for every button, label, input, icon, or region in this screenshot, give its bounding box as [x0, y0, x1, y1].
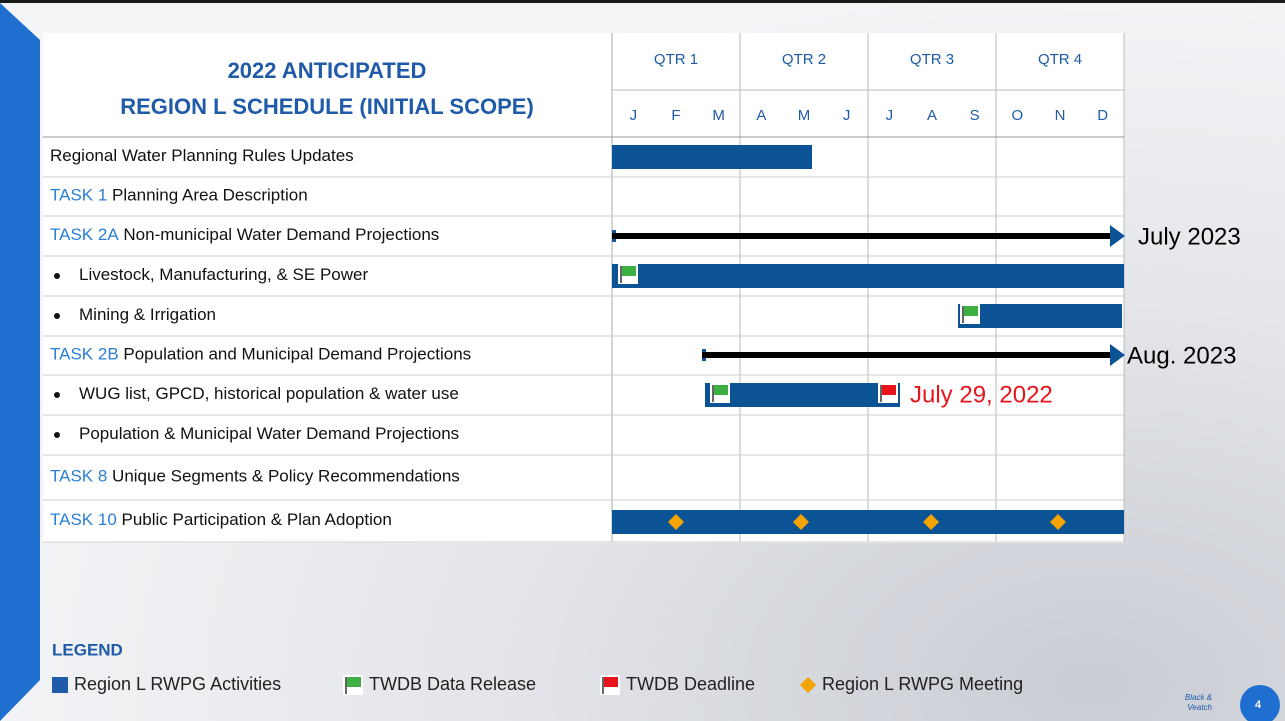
flag [882, 385, 896, 395]
flag [604, 677, 618, 687]
row-label: Regional Water Planning Rules Updates [50, 146, 354, 165]
activity-bar [705, 383, 900, 407]
annotation: July 2023 [1138, 223, 1241, 250]
task-label: Non-municipal Water Demand Projections [123, 225, 439, 244]
month: N [1055, 107, 1066, 124]
meeting-diamond [668, 514, 684, 530]
month: M [712, 107, 725, 124]
annotation: Aug. 2023 [1127, 342, 1236, 369]
quarter: QTR 2 [782, 51, 826, 68]
meeting-diamond [793, 514, 809, 530]
brand: Black & [1185, 693, 1212, 702]
task-label: Regional Water Planning Rules Updates [50, 146, 354, 165]
task-label: WUG list, GPCD, historical population & … [79, 384, 459, 403]
task-label: Public Participation & Plan Adoption [122, 510, 392, 529]
row-label: TASK 2A Non-municipal Water Demand Proje… [50, 225, 439, 244]
task-label: Population and Municipal Demand Projecti… [123, 345, 471, 364]
month: J [843, 107, 851, 124]
meeting-diamond [800, 677, 816, 693]
row-label: Mining & Irrigation [79, 305, 216, 324]
row-label: TASK 8 Unique Segments & Policy Recommen… [50, 467, 460, 486]
bullet [54, 432, 60, 438]
task-label: Livestock, Manufacturing, & SE Power [79, 265, 368, 284]
month: J [886, 107, 894, 124]
task-id: TASK 2A [50, 225, 123, 244]
month: D [1097, 107, 1108, 124]
row-label: TASK 1 Planning Area Description [50, 186, 308, 205]
activity-bar [612, 145, 812, 169]
page-number: 4 [1255, 699, 1262, 711]
page-badge [1240, 685, 1280, 721]
meeting-diamond [1050, 514, 1066, 530]
task-label: Planning Area Description [112, 186, 308, 205]
task-label: Mining & Irrigation [79, 305, 216, 324]
month: J [630, 107, 638, 124]
top-border [0, 0, 1285, 3]
month: S [970, 107, 980, 124]
arrowhead [1110, 344, 1125, 366]
flag [622, 266, 636, 276]
activity-bar [958, 304, 1122, 328]
grid [43, 33, 1125, 543]
activity-bar [612, 510, 1124, 534]
quarter: QTR 1 [654, 51, 698, 68]
task-label: Population & Municipal Water Demand Proj… [79, 424, 459, 443]
task-label: Unique Segments & Policy Recommendations [112, 467, 460, 486]
legend-item: TWDB Deadline [626, 674, 755, 694]
arrowhead [1110, 225, 1125, 247]
task-id: TASK 1 [50, 186, 112, 205]
flag [964, 306, 978, 316]
bullet [54, 392, 60, 398]
title: REGION L SCHEDULE (INITIAL SCOPE) [120, 94, 534, 119]
task-id: TASK 8 [50, 467, 112, 486]
quarter: QTR 4 [1038, 51, 1082, 68]
month: A [756, 107, 766, 124]
row-label: TASK 10 Public Participation & Plan Adop… [50, 510, 392, 529]
month: M [798, 107, 811, 124]
bullet [54, 313, 60, 319]
bullet [54, 273, 60, 279]
month: O [1012, 107, 1024, 124]
legend-item: TWDB Data Release [369, 674, 536, 694]
activity-bar [612, 264, 1124, 288]
flag [714, 385, 728, 395]
row-label: TASK 2B Population and Municipal Demand … [50, 345, 471, 364]
brand: Veatch [1187, 703, 1212, 712]
legend-item: Region L RWPG Activities [74, 674, 281, 694]
legend-swatch [52, 677, 68, 693]
quarter: QTR 3 [910, 51, 954, 68]
meeting-diamond [923, 514, 939, 530]
row-label: Livestock, Manufacturing, & SE Power [79, 265, 368, 284]
month: A [927, 107, 937, 124]
task-id: TASK 2B [50, 345, 123, 364]
flag [347, 677, 361, 687]
task-id: TASK 10 [50, 510, 122, 529]
content: 2022 ANTICIPATED REGION L SCHEDULE (INITI… [50, 51, 1280, 721]
month: F [671, 107, 680, 124]
row-label: WUG list, GPCD, historical population & … [79, 384, 459, 403]
legend-item: Region L RWPG Meeting [822, 674, 1023, 694]
row-label: Population & Municipal Water Demand Proj… [79, 424, 459, 443]
legend-title: LEGEND [52, 640, 123, 659]
annotation: July 29, 2022 [910, 381, 1053, 408]
left-accent [0, 3, 40, 721]
title: 2022 ANTICIPATED [228, 58, 427, 83]
